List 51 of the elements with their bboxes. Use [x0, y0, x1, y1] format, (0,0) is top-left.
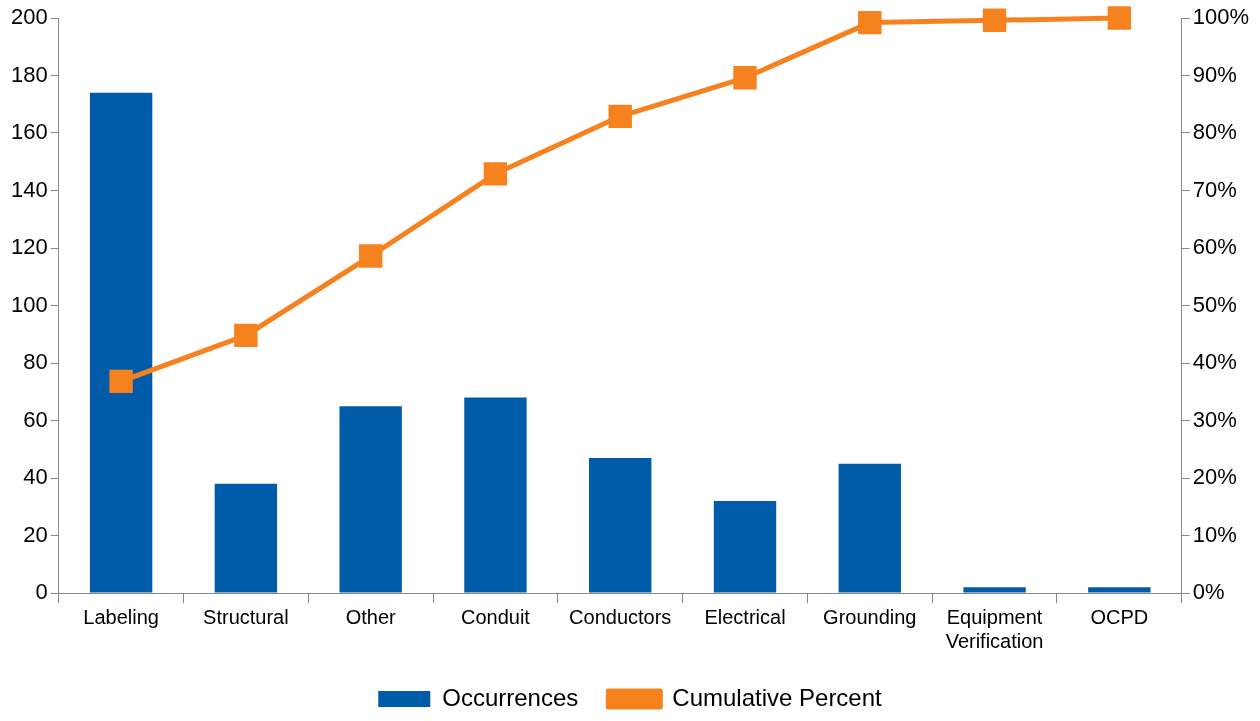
y2-tick-label: 70% [1192, 176, 1237, 202]
point [483, 162, 508, 186]
y2-tick-label: 0% [1192, 579, 1225, 605]
y-tick-label: 200 [10, 4, 48, 30]
bar [963, 587, 1026, 593]
y2-tick-label: 60% [1192, 234, 1237, 260]
y2-tick-label: 20% [1192, 464, 1237, 490]
y-tick-label: 80 [23, 349, 48, 375]
y2-tick-label: 90% [1192, 61, 1237, 87]
y-tick-label: 120 [10, 234, 48, 260]
x-tick-label: Structural [203, 605, 289, 628]
point [733, 66, 757, 90]
y2-tick-label: 10% [1192, 521, 1237, 547]
point [608, 104, 632, 129]
bar [214, 483, 278, 593]
legend-label: Occurrences [442, 683, 579, 711]
x-tick-label: Conduit [460, 605, 531, 628]
bar [89, 92, 153, 593]
y2-tick-label: 50% [1192, 291, 1237, 317]
legend-label: Cumulative Percent [672, 683, 883, 711]
point [858, 10, 882, 35]
y-tick-label: 20 [23, 521, 48, 547]
y-tick-label: 100 [10, 291, 48, 317]
bar [464, 397, 527, 593]
x-tick-label: Labeling [83, 605, 159, 628]
point [234, 323, 258, 348]
y-tick-label: 140 [10, 176, 48, 202]
point [358, 244, 383, 268]
y2-tick-label: 80% [1192, 119, 1237, 145]
x-tick-label: Electrical [704, 605, 786, 628]
x-tick-label: Other [345, 605, 396, 628]
y-tick-label: 160 [10, 119, 48, 145]
point [109, 369, 133, 394]
y-tick-label: 40 [23, 464, 48, 490]
y-tick-label: 60 [23, 406, 48, 432]
bar [339, 406, 402, 593]
bar [838, 463, 901, 593]
y-tick-label: 0 [35, 579, 48, 605]
bar [589, 457, 652, 593]
point [982, 8, 1007, 32]
bar [1088, 587, 1151, 593]
x-tick-label: Equipment Verification [945, 605, 1044, 652]
y2-tick-label: 100% [1192, 4, 1250, 30]
x-tick-label: Grounding [823, 605, 917, 628]
x-tick-label: Conductors [569, 605, 672, 628]
x-tick-label: OCPD [1090, 605, 1149, 628]
y-tick-label: 180 [10, 61, 48, 87]
y2-tick-label: 30% [1192, 406, 1237, 432]
point [1107, 6, 1132, 30]
bar [713, 501, 777, 593]
y2-tick-label: 40% [1192, 349, 1237, 375]
